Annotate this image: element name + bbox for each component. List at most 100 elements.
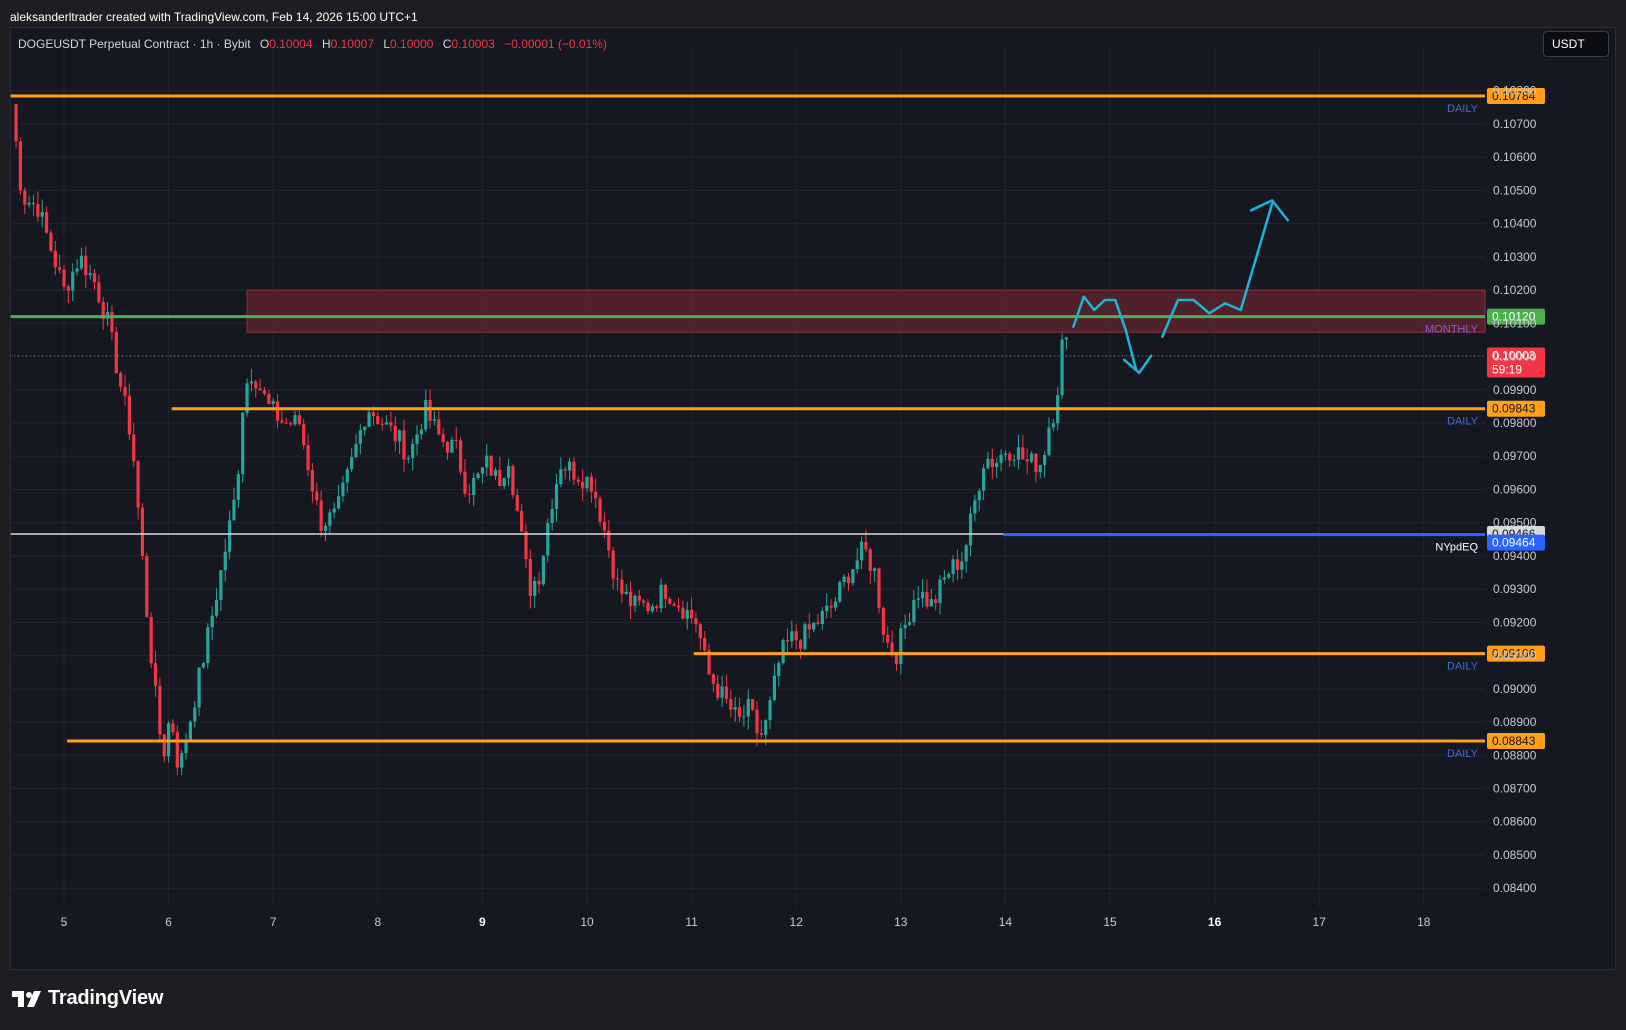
x-tick-label: 12 xyxy=(790,915,804,929)
candle-body xyxy=(803,624,807,649)
price-chart[interactable]: 0.10784DAILY0.10120MONTHLY0.09843DAILY0.… xyxy=(10,27,1616,970)
candle-body xyxy=(842,576,846,583)
candle-body xyxy=(188,721,192,743)
y-tick-label: 0.09600 xyxy=(1493,482,1537,496)
candle-body xyxy=(907,622,912,625)
candle-body xyxy=(877,568,881,608)
y-tick-label: 0.09200 xyxy=(1493,615,1537,629)
brand[interactable]: TradingView xyxy=(12,987,163,1010)
candle-body xyxy=(249,381,254,384)
candle-body xyxy=(798,640,803,649)
price-label-bg xyxy=(1487,534,1545,551)
candle-body xyxy=(676,605,681,608)
candle-body xyxy=(1008,453,1012,461)
x-tick-label: 9 xyxy=(479,915,486,929)
candle-body xyxy=(341,482,345,497)
candle-body xyxy=(193,707,197,722)
candle-body xyxy=(864,541,868,550)
candle-body xyxy=(925,591,929,607)
candle-body xyxy=(594,491,598,499)
candle-body xyxy=(219,570,223,600)
candle-body xyxy=(119,373,123,387)
price-label-bg xyxy=(1487,400,1545,417)
symbol-legend[interactable]: DOGEUSDT Perpetual Contract · 1h · Bybit… xyxy=(18,37,607,51)
y-tick-label: 0.10000 xyxy=(1493,350,1537,364)
candle-body xyxy=(868,549,872,571)
candle-body xyxy=(506,465,511,479)
y-tick-label: 0.09300 xyxy=(1493,582,1537,596)
candle-body xyxy=(751,699,755,710)
candle-body xyxy=(851,569,855,583)
x-tick-label: 17 xyxy=(1313,915,1327,929)
price-label-bg xyxy=(1487,733,1545,749)
candle-body xyxy=(254,381,258,389)
candle-body xyxy=(528,558,532,596)
candle-body xyxy=(589,476,593,492)
candle-body xyxy=(467,493,471,495)
candle-body xyxy=(411,443,415,459)
candle-body xyxy=(1043,455,1047,466)
candle-body xyxy=(520,510,524,532)
candle-body xyxy=(955,559,960,570)
candle-body xyxy=(628,591,633,606)
candle-body xyxy=(44,212,49,233)
candle-body xyxy=(258,388,262,391)
y-tick-label: 0.10100 xyxy=(1493,316,1537,330)
candle-body xyxy=(432,419,437,421)
candle-body xyxy=(934,599,938,603)
candle-body xyxy=(977,490,981,501)
candle-body xyxy=(711,674,715,684)
candle-body xyxy=(602,521,607,531)
candle-body xyxy=(367,412,371,427)
candle-body xyxy=(1047,427,1051,456)
candle-body xyxy=(354,443,358,458)
candle-body xyxy=(397,430,402,442)
y-tick-label: 0.09800 xyxy=(1493,416,1537,430)
candle-body xyxy=(968,513,973,546)
y-tick-label: 0.10300 xyxy=(1493,250,1537,264)
candle-body xyxy=(768,700,772,721)
candle-body xyxy=(615,578,620,580)
x-tick-label: 14 xyxy=(999,915,1013,929)
candle-body xyxy=(201,663,206,668)
candle-body xyxy=(873,568,877,571)
low-value: 0.10000 xyxy=(390,37,434,51)
candle-body xyxy=(406,458,410,460)
candle-body xyxy=(624,591,628,594)
candle-body xyxy=(476,473,480,478)
x-tick-label: 16 xyxy=(1208,915,1222,929)
y-tick-label: 0.09400 xyxy=(1493,549,1537,563)
candle-body xyxy=(171,723,175,733)
candle-body xyxy=(646,602,650,612)
candle-body xyxy=(271,401,275,404)
candle-body xyxy=(611,550,615,579)
y-tick-label: 0.10200 xyxy=(1493,283,1537,297)
candle-body xyxy=(1012,459,1016,461)
candle-body xyxy=(123,386,127,396)
candle-body xyxy=(380,424,384,426)
candle-body xyxy=(450,439,454,453)
candle-body xyxy=(149,617,153,664)
candle-body xyxy=(101,302,105,319)
y-tick-label: 0.09000 xyxy=(1493,682,1537,696)
close-key: C xyxy=(442,37,452,51)
candle-body xyxy=(310,470,315,492)
candle-body xyxy=(820,610,824,624)
candle-body xyxy=(938,579,942,603)
x-tick-label: 18 xyxy=(1417,915,1431,929)
candle-body xyxy=(637,595,641,601)
candle-body xyxy=(31,202,36,205)
candle-body xyxy=(807,624,811,630)
grid xyxy=(10,47,1485,907)
y-tick-label: 0.08400 xyxy=(1493,881,1537,895)
forecast-up-arrowhead xyxy=(1249,199,1290,222)
currency-button[interactable]: USDT xyxy=(1543,31,1609,57)
candle-body xyxy=(772,675,777,701)
open-key: O xyxy=(259,37,270,51)
candles xyxy=(14,103,1069,776)
candle-body xyxy=(158,685,162,735)
candle-body xyxy=(363,426,367,431)
forecast-pullback-path xyxy=(1072,295,1138,372)
candle-body xyxy=(567,461,572,471)
candle-body xyxy=(1025,459,1029,462)
